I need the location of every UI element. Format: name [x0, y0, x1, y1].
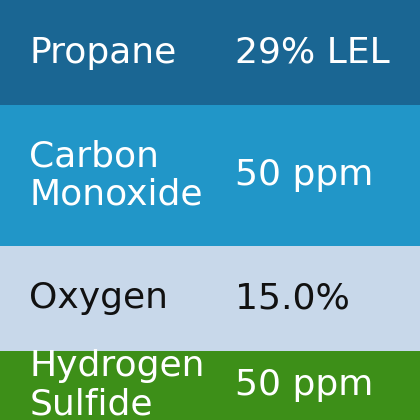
Text: Propane: Propane [29, 36, 177, 69]
Text: Hydrogen
Sulfide: Hydrogen Sulfide [29, 349, 205, 420]
Bar [0, 351, 420, 420]
Bar [0, 0, 420, 105]
Text: 29% LEL: 29% LEL [235, 36, 390, 69]
Text: Carbon
Monoxide: Carbon Monoxide [29, 139, 203, 211]
Bar [0, 105, 420, 246]
Text: 50 ppm: 50 ppm [235, 158, 373, 192]
Text: 50 ppm: 50 ppm [235, 368, 373, 402]
Text: 15.0%: 15.0% [235, 281, 350, 315]
Text: Oxygen: Oxygen [29, 281, 168, 315]
Bar [0, 246, 420, 351]
